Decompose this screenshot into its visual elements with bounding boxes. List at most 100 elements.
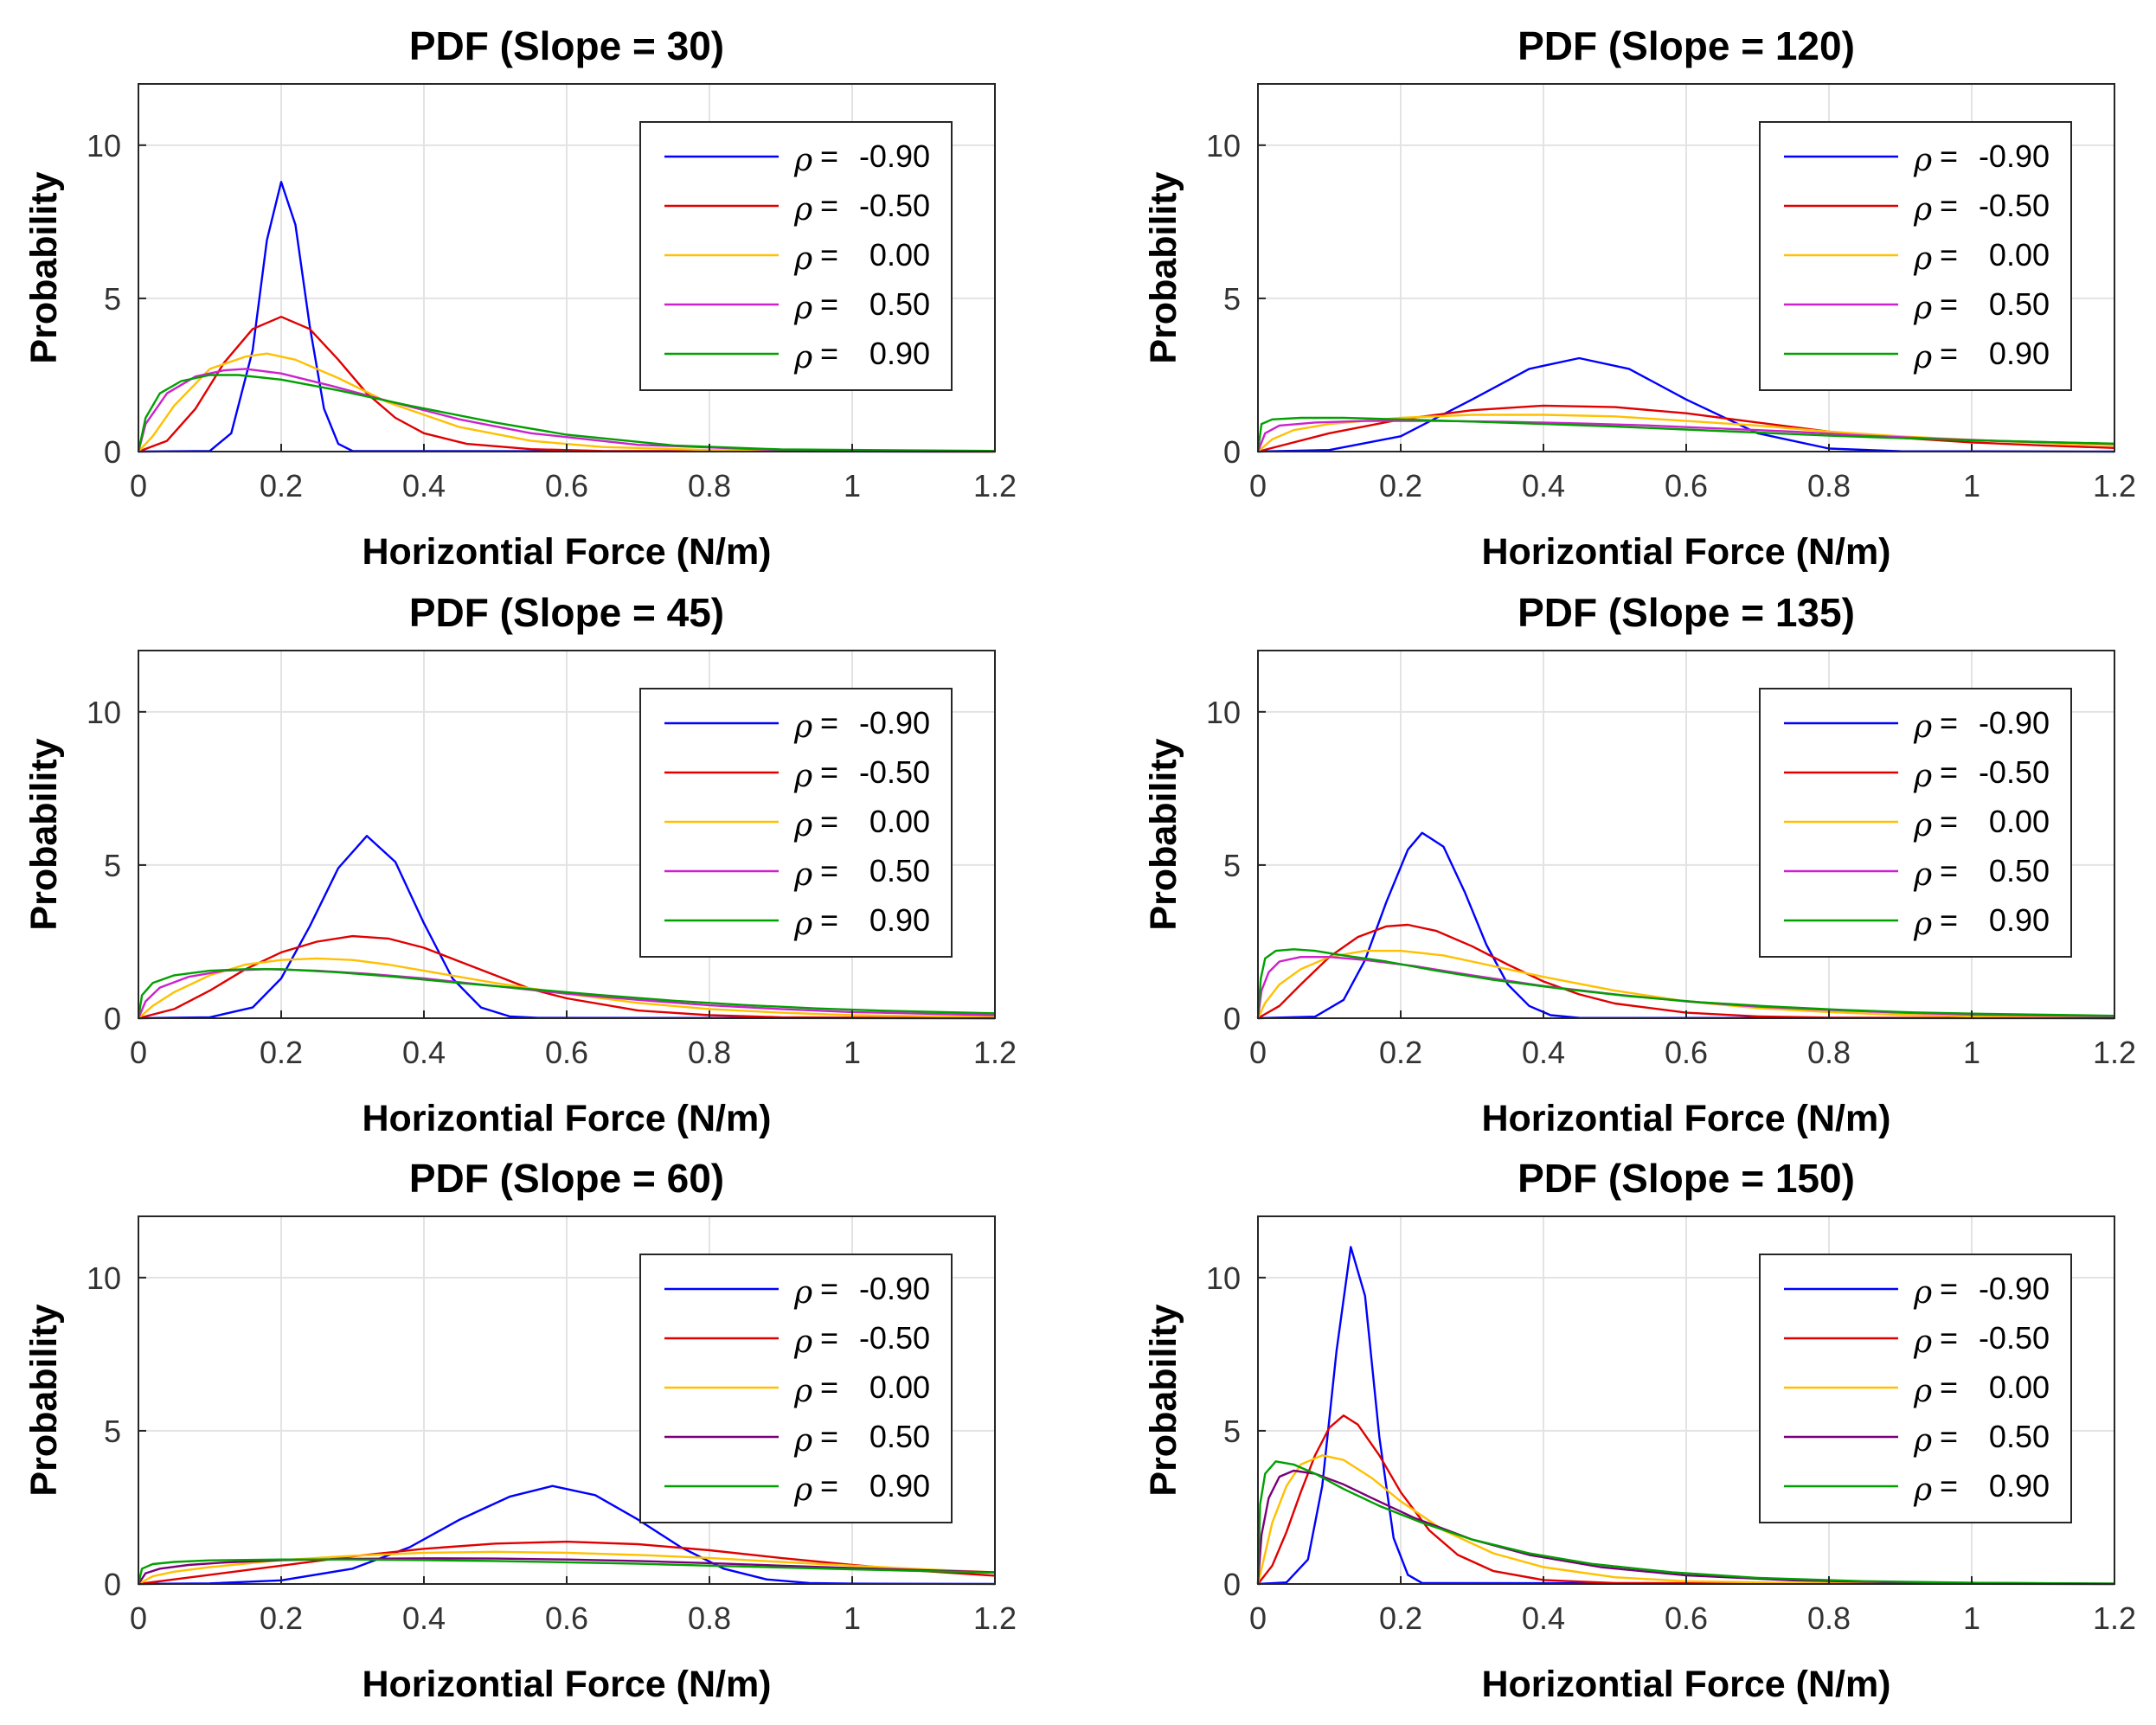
chart-2-legend-rho-symbol: ρ	[1913, 291, 1932, 326]
chart-6-series-line-4	[1256, 1469, 2115, 1585]
chart-5-series-line-1	[138, 1485, 996, 1586]
chart-6-legend-rho-symbol: ρ	[1913, 1423, 1932, 1459]
chart-1-series-line-5	[137, 374, 996, 452]
chart-1-legend-label-2: -0.50	[859, 188, 930, 223]
chart-2-legend-rho-symbol: ρ	[1913, 143, 1932, 178]
chart-6-title: PDF (Slope = 150)	[1518, 1156, 1855, 1201]
chart-3-legend-rho-symbol: ρ	[793, 907, 812, 942]
chart-4-legend-label-2: -0.50	[1979, 754, 2050, 790]
chart-5-legend-label-3: 0.00	[869, 1369, 930, 1405]
chart-1-legend-rho-symbol: ρ	[793, 241, 812, 277]
chart-4-x-tick-label: 0.6	[1665, 1035, 1708, 1070]
chart-1-legend-equals: =	[820, 188, 838, 223]
chart-1-series-line-4	[137, 368, 996, 452]
chart-2: PDF (Slope = 120) 0 0.2 0.4 0.6 0.8 1 1.2 0 5 10 Ho…	[1143, 23, 2136, 573]
chart-4-legend-rho-symbol: ρ	[1913, 857, 1932, 893]
chart-2-legend-equals: =	[1940, 188, 1958, 223]
chart-3-series-line-3	[138, 957, 996, 1019]
chart-1-x-tick-label: 0.6	[545, 468, 588, 503]
chart-6-legend-label-2: -0.50	[1979, 1320, 2050, 1356]
chart-3-x-tick-label: 0.4	[402, 1035, 446, 1070]
chart-5-x-tick-label: 1.2	[973, 1600, 1017, 1636]
chart-5-x-tick-label: 1	[844, 1600, 861, 1636]
chart-3-series-line-5	[137, 968, 996, 1019]
chart-5-y-tick-label: 0	[104, 1567, 121, 1602]
chart-4-series-line-3	[1256, 949, 2115, 1019]
chart-1-legend-equals: =	[820, 286, 838, 322]
chart-2-legend-equals: =	[1940, 237, 1958, 273]
chart-1-y-axis-label: Probability	[23, 171, 65, 363]
chart-6-x-tick-label: 1	[1963, 1600, 1980, 1636]
chart-3-legend-rho-symbol: ρ	[793, 857, 812, 893]
chart-3-legend-label-2: -0.50	[859, 754, 930, 790]
chart-1-series-line-2	[138, 316, 996, 453]
chart-4-x-axis-label: Horizontial Force (N/m)	[1481, 1098, 1890, 1139]
chart-2-x-tick-label: 1	[1963, 468, 1980, 503]
chart-1-series-line-1	[138, 181, 996, 453]
chart-5-y-axis-label: Probability	[23, 1304, 65, 1496]
chart-4-legend-rho-symbol: ρ	[1913, 907, 1932, 942]
chart-2-y-tick-label: 10	[1206, 128, 1241, 164]
chart-5-series-line-3	[138, 1550, 996, 1586]
chart-4-legend-rho-symbol: ρ	[1913, 709, 1932, 745]
chart-1-legend-label-4: 0.50	[869, 286, 930, 322]
chart-4-legend-equals: =	[1940, 705, 1958, 741]
chart-5-x-tick-label: 0	[130, 1600, 147, 1636]
chart-4-series-line-2	[1257, 923, 2115, 1020]
chart-5-legend-equals: =	[820, 1468, 838, 1504]
chart-5-series-line-2	[138, 1540, 996, 1586]
chart-1-legend-equals: =	[820, 237, 838, 273]
chart-6-x-tick-label: 0.8	[1807, 1600, 1851, 1636]
chart-4-legend-rho-symbol: ρ	[1913, 759, 1932, 794]
chart-1-title: PDF (Slope = 30)	[409, 23, 724, 68]
chart-2-y-tick-label: 0	[1223, 434, 1241, 470]
chart-1-x-tick-label: 0.4	[402, 468, 446, 503]
chart-4-y-tick-label: 5	[1223, 848, 1241, 883]
chart-1-x-tick-label: 1.2	[973, 468, 1017, 503]
chart-2-x-axis-label: Horizontial Force (N/m)	[1481, 531, 1890, 573]
chart-2-series-line-2	[1257, 404, 2115, 453]
chart-6-legend-rho-symbol: ρ	[1913, 1472, 1932, 1508]
chart-6-y-axis-label: Probability	[1143, 1304, 1184, 1496]
chart-2-x-tick-label: 0	[1249, 468, 1267, 503]
chart-4-legend-equals: =	[1940, 804, 1958, 839]
chart-1-legend-label-5: 0.90	[869, 336, 930, 371]
chart-3-title: PDF (Slope = 45)	[409, 590, 724, 635]
chart-4-x-tick-label: 1	[1963, 1035, 1980, 1070]
chart-3-x-tick-label: 1.2	[973, 1035, 1017, 1070]
chart-2-legend-label-2: -0.50	[1979, 188, 2050, 223]
chart-6-legend-rho-symbol: ρ	[1913, 1275, 1932, 1311]
chart-6-x-axis-label: Horizontial Force (N/m)	[1481, 1664, 1890, 1705]
chart-1-legend-label-1: -0.90	[859, 138, 930, 174]
chart-6-legend-label-5: 0.90	[1989, 1468, 2050, 1504]
chart-3-x-tick-label: 0.6	[545, 1035, 588, 1070]
chart-5-legend-equals: =	[820, 1419, 838, 1454]
chart-2-legend-equals: =	[1940, 286, 1958, 322]
chart-4-legend-label-5: 0.90	[1989, 902, 2050, 938]
chart-2-legend-label-5: 0.90	[1989, 336, 2050, 371]
chart-5-y-tick-label: 5	[104, 1414, 121, 1449]
chart-4-x-tick-label: 1.2	[2093, 1035, 2136, 1070]
chart-5-x-axis-label: Horizontial Force (N/m)	[362, 1664, 771, 1705]
chart-4-legend-label-3: 0.00	[1989, 804, 2050, 839]
chart-5: PDF (Slope = 60) 0 0.2 0.4 0.6 0.8 1 1.2 0 5 10 Hor…	[23, 1156, 1017, 1705]
chart-6-legend-equals: =	[1940, 1320, 1958, 1356]
chart-2-legend-label-4: 0.50	[1989, 286, 2050, 322]
chart-1-legend-rho-symbol: ρ	[793, 192, 812, 228]
chart-2-series-line-1	[1257, 356, 2115, 453]
chart-5-legend-label-4: 0.50	[869, 1419, 930, 1454]
chart-1-legend-rho-symbol: ρ	[793, 143, 812, 178]
chart-1-legend-equals: =	[820, 138, 838, 174]
chart-1-legend-rho-symbol: ρ	[793, 291, 812, 326]
chart-3-x-tick-label: 0.2	[260, 1035, 303, 1070]
chart-3-x-axis-label: Horizontial Force (N/m)	[362, 1098, 771, 1139]
chart-2-legend: ρ = -0.90ρ = -0.50ρ = 0.00ρ = 0.50ρ = 0.90	[1759, 121, 2072, 391]
chart-3: PDF (Slope = 45) 0 0.2 0.4 0.6 0.8 1 1.2 0 5 10 Hor…	[23, 590, 1017, 1139]
chart-1: PDF (Slope = 30) 0 0.2 0.4 0.6 0.8 1 1.2 0 5 10 Hor…	[23, 23, 1017, 573]
chart-1-x-tick-label: 0	[130, 468, 147, 503]
chart-2-series-line-5	[1256, 416, 2115, 452]
chart-2-legend-equals: =	[1940, 138, 1958, 174]
chart-5-series-line-4	[138, 1557, 996, 1585]
chart-3-legend-equals: =	[820, 804, 838, 839]
chart-5-y-tick-label: 10	[87, 1260, 121, 1296]
